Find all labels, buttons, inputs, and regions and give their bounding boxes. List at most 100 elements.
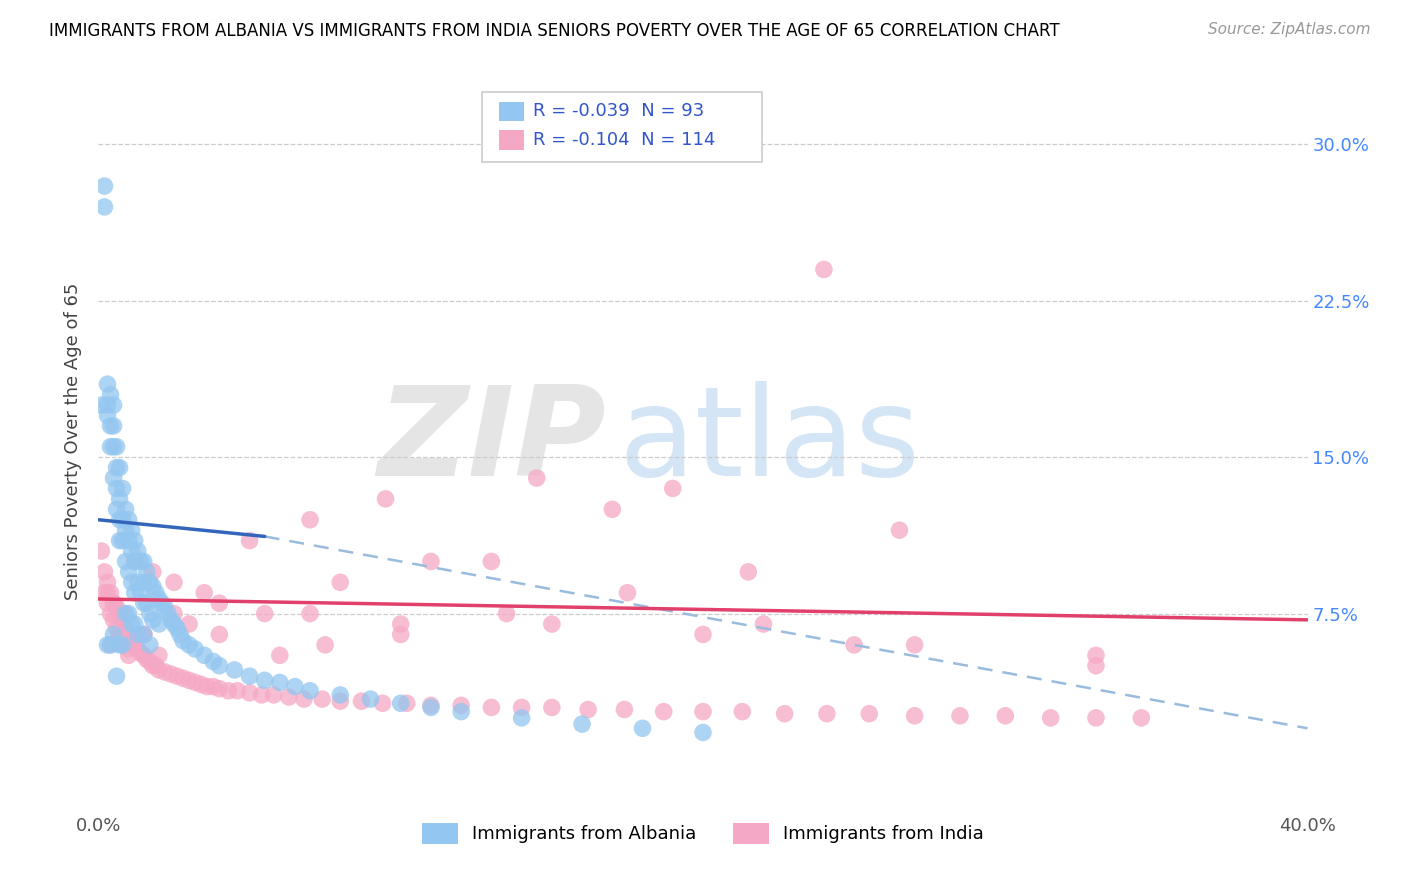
Point [132, 554, 155, 568]
Point [602, 502, 624, 516]
Point [184, 642, 207, 657]
Point [139, 655, 162, 669]
Point [190, 677, 212, 691]
Point [96, 575, 118, 590]
Point [124, 554, 146, 568]
Point [142, 579, 165, 593]
Point [844, 638, 866, 652]
Point [195, 680, 218, 694]
Point [132, 627, 155, 641]
Point [576, 702, 599, 716]
Point [121, 544, 143, 558]
Point [114, 502, 136, 516]
Point [111, 633, 134, 648]
Point [150, 596, 173, 610]
Point [292, 692, 315, 706]
Point [124, 617, 146, 632]
Point [93, 565, 115, 579]
Point [263, 688, 285, 702]
Point [100, 418, 122, 433]
Text: R = -0.039  N = 93: R = -0.039 N = 93 [533, 103, 704, 120]
Point [118, 607, 141, 621]
Point [371, 696, 394, 710]
Point [284, 680, 307, 694]
Point [100, 607, 122, 621]
Point [184, 675, 207, 690]
Point [118, 642, 141, 657]
Point [103, 418, 125, 433]
Point [299, 513, 322, 527]
Point [813, 262, 835, 277]
Point [374, 491, 396, 506]
Point [253, 607, 276, 621]
Point [148, 592, 170, 607]
Point [114, 638, 136, 652]
Point [121, 575, 143, 590]
Point [127, 575, 149, 590]
Point [145, 586, 167, 600]
Point [329, 575, 352, 590]
Point [450, 705, 472, 719]
Point [121, 617, 143, 632]
Point [132, 648, 155, 663]
Point [135, 652, 157, 666]
Point [139, 575, 162, 590]
Point [118, 513, 141, 527]
Point [737, 565, 759, 579]
Point [481, 554, 503, 568]
Point [269, 675, 291, 690]
Point [510, 700, 533, 714]
Point [127, 642, 149, 657]
Point [661, 482, 683, 496]
Point [172, 633, 194, 648]
Point [692, 627, 714, 641]
Point [153, 600, 176, 615]
Point [103, 596, 125, 610]
Point [652, 705, 675, 719]
Point [100, 638, 122, 652]
Point [139, 638, 162, 652]
Point [108, 533, 131, 548]
Point [124, 533, 146, 548]
Point [105, 482, 128, 496]
Point [111, 533, 134, 548]
Point [311, 692, 333, 706]
Point [100, 440, 122, 454]
Point [139, 607, 162, 621]
Point [389, 627, 412, 641]
Point [889, 523, 911, 537]
Point [269, 648, 291, 663]
Point [114, 607, 136, 621]
Point [105, 502, 128, 516]
Point [118, 533, 141, 548]
Point [179, 617, 201, 632]
Point [135, 565, 157, 579]
Point [526, 471, 548, 485]
Point [277, 690, 299, 704]
Point [172, 671, 194, 685]
Point [108, 513, 131, 527]
Point [1085, 711, 1108, 725]
Point [163, 617, 186, 632]
Point [148, 648, 170, 663]
Point [731, 705, 754, 719]
Point [118, 627, 141, 641]
Point [208, 681, 231, 696]
Point [314, 638, 336, 652]
Point [571, 717, 593, 731]
Point [108, 460, 131, 475]
Point [96, 596, 118, 610]
Point [692, 725, 714, 739]
Point [481, 700, 503, 714]
Point [616, 586, 638, 600]
Point [142, 613, 165, 627]
Point [540, 617, 562, 632]
Point [217, 683, 239, 698]
Point [100, 638, 122, 652]
Point [142, 565, 165, 579]
Point [226, 683, 249, 698]
Point [111, 638, 134, 652]
Point [904, 638, 927, 652]
Point [121, 633, 143, 648]
Point [108, 607, 131, 621]
